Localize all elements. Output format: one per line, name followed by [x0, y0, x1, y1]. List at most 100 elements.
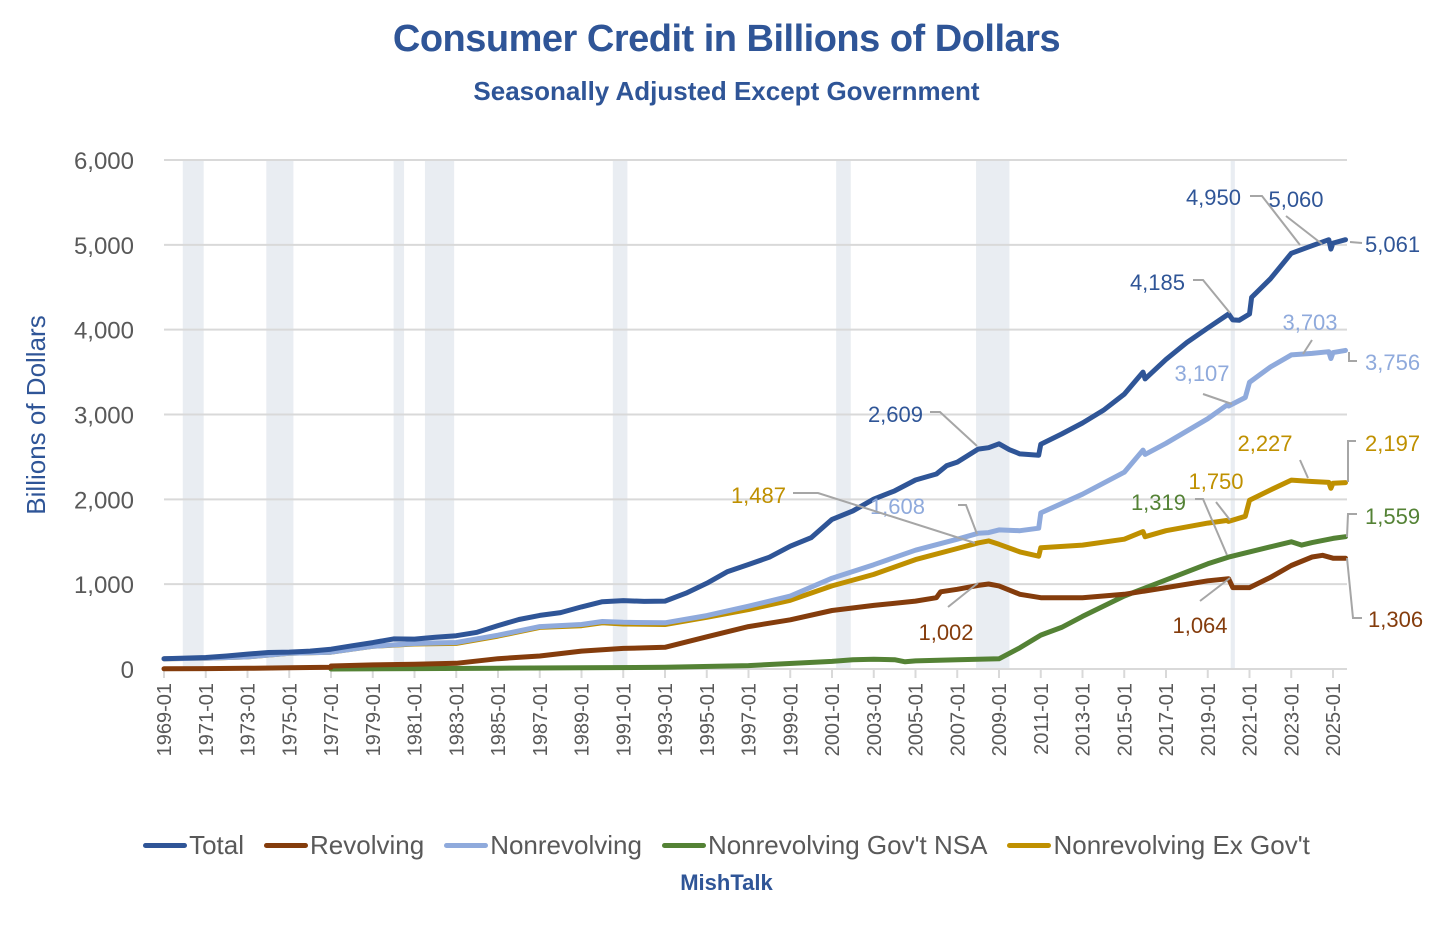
x-tick-label: 1971-01 [196, 683, 218, 756]
annotation-leader-line [1346, 557, 1362, 619]
series-line-revolving [161, 552, 1348, 672]
legend-label: Revolving [310, 830, 425, 860]
annotation-leader-line [958, 504, 978, 535]
x-tick-label: 1979-01 [363, 683, 385, 756]
data-label: 1,064 [1172, 613, 1227, 638]
data-label: 5,060 [1268, 187, 1323, 212]
data-label: 1,608 [870, 494, 925, 519]
legend-label: Nonrevolving Gov't NSA [707, 830, 988, 860]
data-label: 2,227 [1237, 431, 1292, 456]
data-label: 2,197 [1365, 431, 1420, 456]
gridlines [164, 159, 1347, 670]
legend-item: Nonrevolving [444, 830, 642, 861]
data-label: 1,306 [1368, 607, 1423, 632]
y-tick-label: 0 [121, 657, 134, 684]
series-line-nonrevolving [161, 347, 1348, 662]
x-tick-label: 2013-01 [1073, 683, 1095, 756]
data-label: 5,061 [1365, 232, 1420, 257]
legend-item: Nonrevolving Ex Gov't [1007, 830, 1310, 861]
annotation-leader-line [1195, 498, 1228, 556]
y-tick-label: 2,000 [74, 487, 134, 514]
chart-title: Consumer Credit in Billions of Dollars [392, 18, 1061, 60]
annotation-leader-line [1349, 241, 1363, 244]
annotation-leader-line [1199, 577, 1231, 602]
data-annotations: 5,061 5,060 4,950 4,185 2,609 3,756 3,703 3,107… [731, 185, 1423, 645]
data-label: 3,107 [1174, 361, 1229, 386]
x-tick-label: 1991-01 [613, 683, 635, 756]
annotation-leader-line [1285, 215, 1323, 245]
annotation-leader-line [1346, 513, 1357, 538]
data-label: 3,703 [1282, 310, 1337, 335]
x-tick-label: 2011-01 [1031, 683, 1053, 755]
legend-label: Nonrevolving [490, 830, 642, 860]
data-label: 1,319 [1131, 490, 1186, 515]
y-axis-ticks: 0 1,000 2,000 3,000 4,000 5,000 6,000 [74, 148, 134, 684]
x-tick-label: 1975-01 [279, 683, 301, 756]
legend-item: Nonrevolving Gov't NSA [661, 830, 988, 861]
y-tick-label: 3,000 [74, 403, 134, 430]
annotation-leader-line [793, 492, 976, 544]
annotation-leader-line [1215, 501, 1231, 521]
legend-swatch [143, 843, 188, 848]
x-axis-ticks: 1969-01 1971-01 1973-01 1975-01 1977-01 1979-… [154, 669, 1345, 756]
data-label: 1,750 [1188, 469, 1243, 494]
chart-subtitle: Seasonally Adjusted Except Government [473, 76, 980, 106]
annotation-leader-line [1250, 195, 1301, 246]
legend-label: Nonrevolving Ex Gov't [1053, 830, 1310, 860]
x-tick-label: 2007-01 [947, 683, 969, 756]
x-tick-label: 2017-01 [1156, 683, 1178, 756]
x-tick-label: 1983-01 [446, 683, 468, 756]
x-tick-label: 2003-01 [864, 683, 886, 756]
legend: Total Revolving Nonrevolving Nonrevolving G… [0, 830, 1453, 861]
x-tick-label: 1987-01 [530, 683, 552, 756]
x-tick-label: 1973-01 [238, 683, 260, 756]
y-tick-label: 5,000 [74, 233, 134, 260]
series-lines [161, 237, 1348, 672]
x-tick-label: 2001-01 [822, 683, 844, 756]
x-tick-label: 1993-01 [655, 683, 677, 756]
legend-item: Total [143, 830, 244, 861]
y-tick-label: 1,000 [74, 572, 134, 599]
data-label: 4,185 [1130, 270, 1185, 295]
annotation-leader-line [1202, 393, 1233, 405]
series-line-total [161, 237, 1348, 662]
legend-swatch [661, 843, 706, 848]
data-label: 4,950 [1186, 185, 1241, 210]
data-label: 2,609 [868, 402, 923, 427]
legend-swatch [444, 843, 489, 848]
annotation-leader-line [1299, 459, 1309, 479]
x-tick-label: 2021-01 [1240, 683, 1262, 756]
x-tick-label: 1981-01 [405, 683, 427, 756]
data-label: 3,756 [1365, 350, 1420, 375]
x-tick-label: 2009-01 [989, 683, 1011, 756]
data-label: 1,487 [731, 483, 786, 508]
x-tick-label: 2019-01 [1198, 683, 1220, 756]
series-line-nonrevolving-gov-t-nsa [328, 534, 1348, 672]
legend-item: Revolving [264, 830, 424, 861]
x-tick-label: 1969-01 [154, 683, 176, 756]
data-label: 1,559 [1365, 504, 1420, 529]
annotation-leader-line [1348, 352, 1357, 362]
annotation-leader-line [1302, 339, 1313, 355]
y-tick-label: 4,000 [74, 318, 134, 345]
x-tick-label: 1985-01 [488, 683, 510, 756]
x-tick-label: 1997-01 [739, 683, 761, 756]
annotation-leader-line [930, 411, 978, 447]
annotation-leader-line [947, 582, 979, 608]
x-tick-label: 1995-01 [697, 683, 719, 756]
x-tick-label: 2015-01 [1114, 683, 1136, 756]
annotation-leader-line [1193, 279, 1231, 314]
x-tick-label: 2025-01 [1323, 683, 1345, 756]
data-label: 1,002 [918, 620, 973, 645]
y-tick-label: 6,000 [74, 148, 134, 175]
x-tick-label: 1989-01 [572, 683, 594, 756]
x-tick-label: 1999-01 [780, 683, 802, 756]
x-tick-label: 2023-01 [1281, 683, 1303, 756]
x-tick-label: 2005-01 [906, 683, 928, 756]
legend-swatch [264, 843, 309, 848]
annotation-leader-line [1347, 440, 1356, 482]
legend-label: Total [189, 830, 245, 860]
source-label: MishTalk [680, 870, 773, 895]
y-axis-label: Billions of Dollars [21, 315, 51, 514]
